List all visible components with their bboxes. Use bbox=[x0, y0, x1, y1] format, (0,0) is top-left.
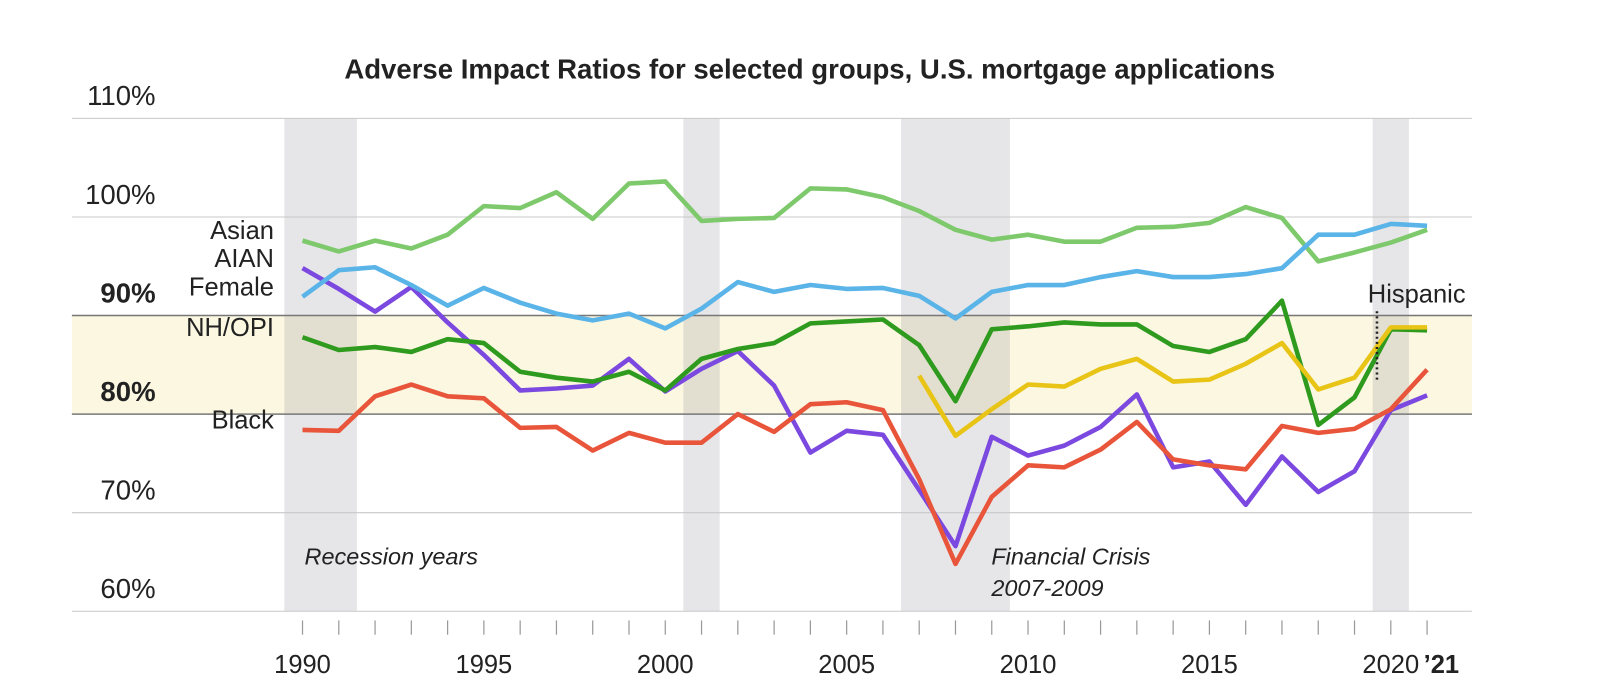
series-line bbox=[301, 221, 1428, 331]
series-label: NH/OPI bbox=[186, 314, 274, 342]
annotation: Financial Crisis bbox=[991, 543, 1150, 569]
series-line bbox=[301, 266, 1428, 549]
y-tick-label: 60% bbox=[100, 573, 155, 604]
x-tick-label: 2000 bbox=[637, 651, 694, 679]
x-tick-label: ’21 bbox=[1424, 651, 1459, 679]
recession-band bbox=[1372, 118, 1409, 612]
series-label: Asian bbox=[210, 217, 274, 245]
x-tick-label: 1990 bbox=[274, 651, 331, 679]
series-label: Female bbox=[189, 273, 274, 301]
recession-band bbox=[284, 118, 357, 612]
series-line bbox=[302, 368, 1429, 567]
x-tick-label: 2020 bbox=[1362, 651, 1419, 679]
x-tick-label: 2015 bbox=[1181, 651, 1238, 679]
y-tick-label: 70% bbox=[100, 475, 155, 506]
series-line bbox=[301, 298, 1428, 428]
series-line bbox=[917, 325, 1428, 439]
series-label: AIAN bbox=[214, 245, 274, 273]
series-label: Black bbox=[212, 406, 275, 434]
series-label: Hispanic bbox=[1368, 281, 1466, 309]
y-tick-label: 110% bbox=[87, 80, 155, 111]
x-tick-label: 2005 bbox=[818, 651, 875, 679]
x-tick-label: 2010 bbox=[1000, 651, 1057, 679]
y-tick-label: 80% bbox=[100, 376, 155, 407]
annotation: 2007-2009 bbox=[990, 575, 1103, 601]
series-line bbox=[301, 179, 1428, 264]
recession-band bbox=[901, 118, 1010, 612]
y-tick-label: 100% bbox=[85, 179, 155, 210]
highlight-band bbox=[71, 315, 1472, 415]
recession-label: Recession years bbox=[305, 543, 479, 569]
x-tick-label: 1995 bbox=[456, 651, 513, 679]
y-tick-label: 90% bbox=[100, 277, 155, 308]
chart-title: Adverse Impact Ratios for selected group… bbox=[344, 54, 1275, 85]
